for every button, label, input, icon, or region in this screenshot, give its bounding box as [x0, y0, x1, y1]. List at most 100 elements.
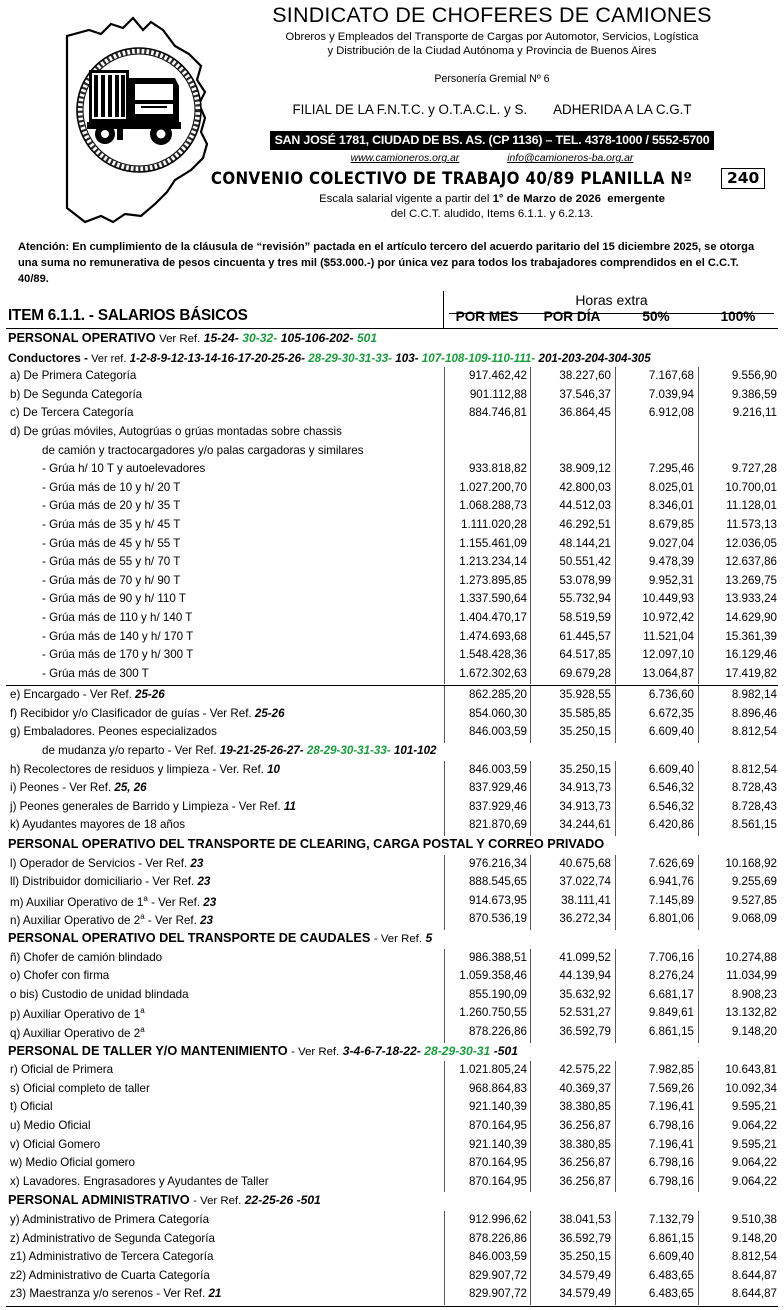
reference-number: 28-29-30-31-33- [308, 351, 393, 365]
value-col-3: 12.097,10 [642, 648, 694, 662]
col-divider-1 [444, 873, 445, 893]
row-label: u) Medio Oficial [10, 1118, 91, 1132]
value-col-4: 9.068,09 [731, 912, 777, 926]
value-col-4: 9.148,20 [731, 1231, 777, 1245]
value-col-4: 9.595,21 [731, 1100, 777, 1114]
row-label: - Grúa más de 20 y h/ 35 T [42, 499, 181, 513]
col-divider-2 [530, 779, 531, 799]
row-label: a) De Primera Categoría [10, 369, 137, 383]
table-row: v) Oficial Gomero 921.140,39 38.380,85 7.19… [6, 1135, 778, 1156]
col-divider-3 [615, 797, 616, 818]
value-col-4: 8.728,43 [731, 781, 777, 795]
website-link[interactable]: www.camioneros.org.ar [350, 153, 460, 165]
row-label: i) Peones - Ver Ref. 25, 26 [10, 781, 147, 795]
row-label: - Grúa más de 35 y h/ 45 T [42, 517, 181, 531]
email-link[interactable]: info@camioneros-ba.org.ar [507, 153, 634, 165]
table-row: a) De Primera Categoría 917.462,42 38.227,… [6, 367, 778, 387]
col-divider-3 [615, 404, 616, 424]
col-divider-3 [615, 967, 616, 987]
adherida-label: ADHERIDA A LA C.G.T [553, 102, 692, 118]
col-divider-1 [444, 422, 445, 443]
col-divider-4 [698, 478, 699, 499]
value-col-3: 7.569,26 [648, 1081, 694, 1095]
col-divider-2 [530, 760, 531, 781]
col-divider-3 [615, 478, 616, 499]
col-divider-2 [530, 646, 531, 666]
col-divider-1 [444, 515, 445, 536]
value-col-2: 55.732,94 [559, 592, 611, 606]
col-divider-3 [615, 1154, 616, 1174]
value-col-1: 1.111.020,28 [461, 517, 527, 531]
row-label: n) Auxiliar Operativo de 2a - Ver Ref. 2… [10, 912, 213, 928]
horas-extra-underline [449, 313, 774, 314]
continuation-line-mudanza-ref: de mudanza y/o reparto - Ver Ref. 19-21-… [6, 743, 778, 762]
col-divider-2 [530, 816, 531, 837]
col-divider-3 [615, 910, 616, 930]
col-divider-2 [530, 571, 531, 592]
section-title: PERSONAL OPERATIVO Ver Ref. 15-24- 30-32… [8, 331, 378, 345]
table-row: h) Recolectores de residuos y limpieza -… [6, 760, 778, 781]
value-col-4: 12.637,86 [725, 555, 777, 569]
escala-line-2: del C.C.T. aludido, Items 6.1.1. y 6.2.1… [390, 207, 594, 220]
address-bar: SAN JOSÉ 1781, CIUDAD DE BS. AS. (CP 113… [269, 131, 715, 151]
col-divider-3 [615, 1098, 616, 1118]
value-col-2: 64.517,85 [559, 648, 611, 662]
col-divider-1 [444, 497, 445, 517]
col-divider-1 [444, 1154, 445, 1174]
reference-number: 19-21-25-26-27- [219, 744, 304, 758]
row-label: - Grúa más de 110 y h/ 140 T [42, 610, 193, 624]
table-row: i) Peones - Ver Ref. 25, 26 837.929,46 34.… [6, 779, 778, 799]
value-col-2: 38.380,85 [559, 1137, 611, 1151]
value-col-4: 13.933,24 [725, 592, 777, 606]
col-divider-2 [530, 1248, 531, 1268]
reference-number: 3-4-6-7-18-22- [342, 1043, 421, 1058]
value-col-2: 36.592,79 [559, 1024, 611, 1038]
value-col-1: 1.021.805,24 [459, 1063, 527, 1077]
ver-ref-label: - Ver Ref. [291, 1045, 340, 1058]
row-label: h) Recolectores de residuos y limpieza -… [10, 762, 281, 776]
value-col-1: 837.929,46 [468, 799, 527, 813]
row-label: r) Oficial de Primera [10, 1063, 114, 1077]
value-col-4: 11.034,99 [726, 969, 777, 983]
col-divider-3 [615, 571, 616, 592]
col-divider-4 [698, 1135, 699, 1156]
col-divider-1 [444, 590, 445, 610]
row-label: w) Medio Oficial gomero [10, 1156, 135, 1170]
value-col-1: 829.907,72 [468, 1268, 527, 1282]
col-divider-1 [444, 646, 445, 666]
value-col-3: 6.681,17 [648, 987, 694, 1001]
column-header-por-dia: POR DÍA [543, 309, 601, 324]
row-label: j) Peones generales de Barrido y Limpiez… [10, 799, 296, 813]
value-col-3: 8.276,24 [648, 969, 694, 983]
table-row: s) Oficial completo de taller 968.864,83 4… [6, 1079, 778, 1100]
value-col-4: 13.269,75 [725, 573, 777, 587]
table-row: o bis) Custodio de unidad blindada 855.19… [6, 985, 778, 1006]
table-row: - Grúa más de 20 y h/ 35 T 1.068.288,73 44… [6, 497, 778, 517]
value-col-4: 9.510,38 [731, 1212, 777, 1226]
col-divider-2 [530, 686, 531, 706]
table-row: l) Operador de Servicios - Ver Ref. 23 97… [6, 854, 778, 875]
col-divider-1 [444, 1116, 445, 1137]
value-col-3: 6.798,16 [648, 1118, 694, 1132]
col-divider-1 [444, 723, 445, 744]
col-divider-1 [444, 1210, 445, 1231]
table-row: - Grúa más de 10 y h/ 20 T 1.027.200,70 42… [6, 478, 778, 499]
table-row: ll) Distribuidor domiciliario - Ver Ref.… [6, 873, 778, 893]
value-col-1: 1.059.358,46 [459, 969, 527, 983]
value-col-2: 41.099,52 [559, 950, 611, 964]
value-col-4: 9.148,20 [731, 1024, 777, 1038]
col-divider-2 [530, 873, 531, 893]
row-label: z2) Administrativo de Cuarta Categoría [10, 1268, 210, 1282]
value-col-3: 6.420,86 [648, 818, 694, 832]
value-col-4: 8.812,54 [731, 1250, 777, 1264]
reference-number: 30-32- [242, 331, 278, 345]
value-col-4: 11.573,13 [726, 517, 777, 531]
col-divider-2 [530, 1135, 531, 1156]
personeria-gremial: Personería Gremial Nº 6 [434, 73, 550, 86]
col-divider-3 [615, 385, 616, 406]
col-divider-1 [444, 664, 445, 685]
continuation-text: de mudanza y/o reparto - Ver Ref. 19-21-… [42, 744, 437, 758]
col-divider-3 [615, 367, 616, 387]
value-col-4: 13.132,82 [725, 1006, 777, 1020]
value-col-4: 8.561,15 [731, 818, 777, 832]
